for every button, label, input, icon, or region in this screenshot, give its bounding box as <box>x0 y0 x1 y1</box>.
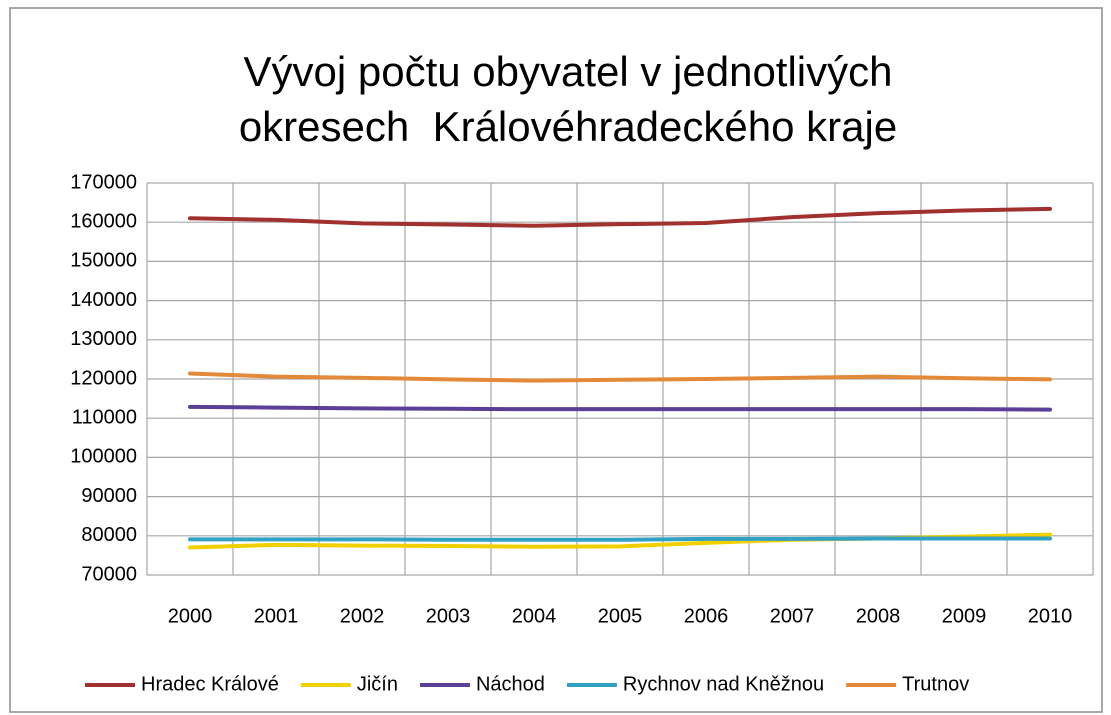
x-tick-label: 2010 <box>1028 605 1073 627</box>
x-tick-label: 2001 <box>254 605 299 627</box>
x-tick-label: 2005 <box>598 605 643 627</box>
x-tick-label: 2000 <box>168 605 213 627</box>
y-tick-label: 140000 <box>70 289 137 311</box>
chart-border <box>9 7 1103 713</box>
y-tick-label: 160000 <box>70 210 137 232</box>
chart-title: okresech Královéhradeckého kraje <box>239 103 897 150</box>
y-tick-label: 110000 <box>72 406 137 428</box>
y-tick-label: 90000 <box>81 485 137 507</box>
series-line <box>188 206 1052 228</box>
y-tick-label: 70000 <box>81 563 137 585</box>
y-tick-label: 170000 <box>70 171 137 193</box>
x-tick-label: 2006 <box>684 605 729 627</box>
legend-label: Náchod <box>476 673 545 695</box>
x-tick-label: 2008 <box>856 605 901 627</box>
y-tick-label: 150000 <box>70 250 137 272</box>
y-tick-label: 80000 <box>81 524 137 546</box>
legend-label: Hradec Králové <box>141 673 279 695</box>
x-tick-label: 2002 <box>340 605 385 627</box>
series-line <box>188 404 1052 412</box>
series-line <box>188 536 1052 542</box>
series-line <box>188 371 1052 383</box>
x-tick-label: 2003 <box>426 605 471 627</box>
chart-title: Vývoj počtu obyvatel v jednotlivých <box>243 48 892 95</box>
x-tick-label: 2007 <box>770 605 815 627</box>
legend-label: Jičín <box>357 673 398 695</box>
x-tick-label: 2004 <box>512 605 557 627</box>
y-tick-label: 100000 <box>70 446 137 468</box>
x-tick-label: 2009 <box>942 605 987 627</box>
legend-label: Rychnov nad Kněžnou <box>623 673 824 695</box>
y-tick-label: 130000 <box>70 328 137 350</box>
legend-label: Trutnov <box>902 673 969 695</box>
y-tick-label: 120000 <box>70 367 137 389</box>
